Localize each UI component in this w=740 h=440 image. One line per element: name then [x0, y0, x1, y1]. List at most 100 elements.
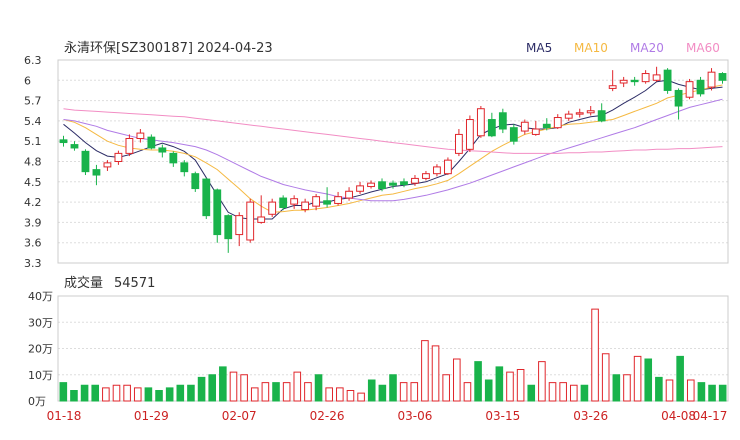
candle-body	[685, 81, 694, 98]
candle	[444, 157, 452, 176]
price-tick-label: 5.7	[24, 95, 42, 108]
date-tick-label: 01-18	[47, 409, 82, 423]
volume-bar	[304, 382, 312, 402]
candle	[103, 160, 112, 171]
volume-bar	[293, 371, 302, 402]
candle-body	[301, 201, 310, 211]
candle	[213, 188, 222, 243]
candle-body	[92, 169, 101, 176]
candle-body	[542, 123, 551, 129]
volume-bar	[346, 390, 355, 402]
candle	[422, 170, 430, 181]
candle-body	[674, 89, 683, 107]
volume-bar	[102, 387, 110, 402]
date-tick-label: 04-08	[661, 409, 696, 423]
candle-body	[378, 181, 386, 190]
volume-bar	[240, 374, 248, 402]
volume-bar	[357, 392, 365, 402]
price-tick-label: 3.6	[24, 237, 42, 250]
volume-bar	[644, 358, 653, 402]
candle-body	[509, 127, 518, 142]
volume-bar	[559, 382, 567, 402]
volume-bar	[187, 384, 195, 402]
date-tick-label: 02-26	[310, 409, 345, 423]
volume-bar	[133, 387, 142, 402]
volume-bar	[495, 366, 504, 402]
price-panel-frame	[57, 59, 729, 264]
volume-bar	[123, 384, 131, 402]
candle-body	[125, 137, 134, 154]
candle	[378, 178, 386, 192]
candle-body	[608, 85, 617, 89]
candle-body	[180, 162, 189, 173]
candle	[520, 119, 529, 135]
candle-body	[586, 110, 595, 114]
candle-body	[433, 166, 441, 175]
candle	[147, 134, 156, 150]
price-tick-label: 4.2	[24, 196, 42, 209]
candle-body	[334, 196, 342, 204]
candle	[202, 177, 211, 220]
candle-body	[279, 197, 288, 209]
candle-body	[268, 201, 277, 215]
price-y-axis: 6.3 6 5.7 5.4 5.1 4.8 4.5 4.2 3.9 3.6 3.3	[24, 54, 42, 270]
candle-body	[59, 139, 68, 144]
candle-body	[213, 189, 222, 236]
volume-tick-label: 20万	[28, 343, 53, 356]
candle-body	[147, 136, 156, 149]
candle-body	[444, 159, 452, 175]
candle	[542, 118, 551, 131]
candle	[586, 106, 595, 116]
volume-label: 成交量	[64, 275, 103, 291]
date-tick-label: 03-15	[485, 409, 520, 423]
volume-bar	[314, 374, 323, 402]
candle-body	[81, 150, 90, 173]
volume-tick-label: 10万	[28, 369, 53, 382]
candle	[191, 171, 200, 192]
candle	[290, 195, 299, 209]
candle-body	[356, 185, 364, 192]
volume-bar	[91, 384, 100, 402]
candle	[652, 66, 661, 82]
candle	[476, 106, 485, 138]
candle-body	[345, 190, 353, 199]
volume-bar	[463, 382, 472, 402]
volume-bar	[378, 384, 387, 402]
candle	[641, 70, 650, 84]
volume-bar	[208, 374, 217, 402]
candle	[114, 150, 123, 165]
candle-body	[114, 152, 123, 163]
legend-ma5: MA5	[526, 41, 552, 55]
candle-body	[389, 182, 397, 186]
candle	[301, 198, 310, 213]
ma-legend: MA5 MA10 MA20 MA60	[526, 41, 720, 55]
volume-bar	[399, 382, 408, 402]
volume-bar	[410, 382, 419, 402]
volume-bar	[665, 379, 674, 402]
chart-title: 永清环保[SZ300187] 2024-04-23	[64, 41, 273, 56]
candle	[674, 88, 683, 120]
candle	[224, 214, 233, 253]
volume-bar	[516, 369, 525, 402]
candle-body	[246, 201, 255, 241]
volume-bar	[612, 374, 621, 402]
volume-bar	[676, 355, 684, 402]
candle-body	[158, 147, 167, 153]
volume-bar	[697, 382, 706, 402]
volume-bar	[474, 361, 482, 402]
volume-bar	[718, 384, 727, 402]
volume-bar	[421, 340, 429, 402]
candle	[619, 76, 628, 88]
candle-body	[553, 117, 562, 129]
legend-ma10: MA10	[574, 41, 608, 55]
candle	[257, 195, 266, 224]
candle-body	[487, 119, 496, 137]
volume-bar	[336, 387, 344, 402]
candle-body	[663, 69, 672, 91]
candle-body	[454, 133, 463, 154]
candle-body	[498, 112, 507, 130]
volume-bar	[165, 387, 174, 402]
candle	[323, 187, 332, 208]
volume-value: 54571	[114, 276, 155, 291]
candle-body	[641, 73, 650, 83]
